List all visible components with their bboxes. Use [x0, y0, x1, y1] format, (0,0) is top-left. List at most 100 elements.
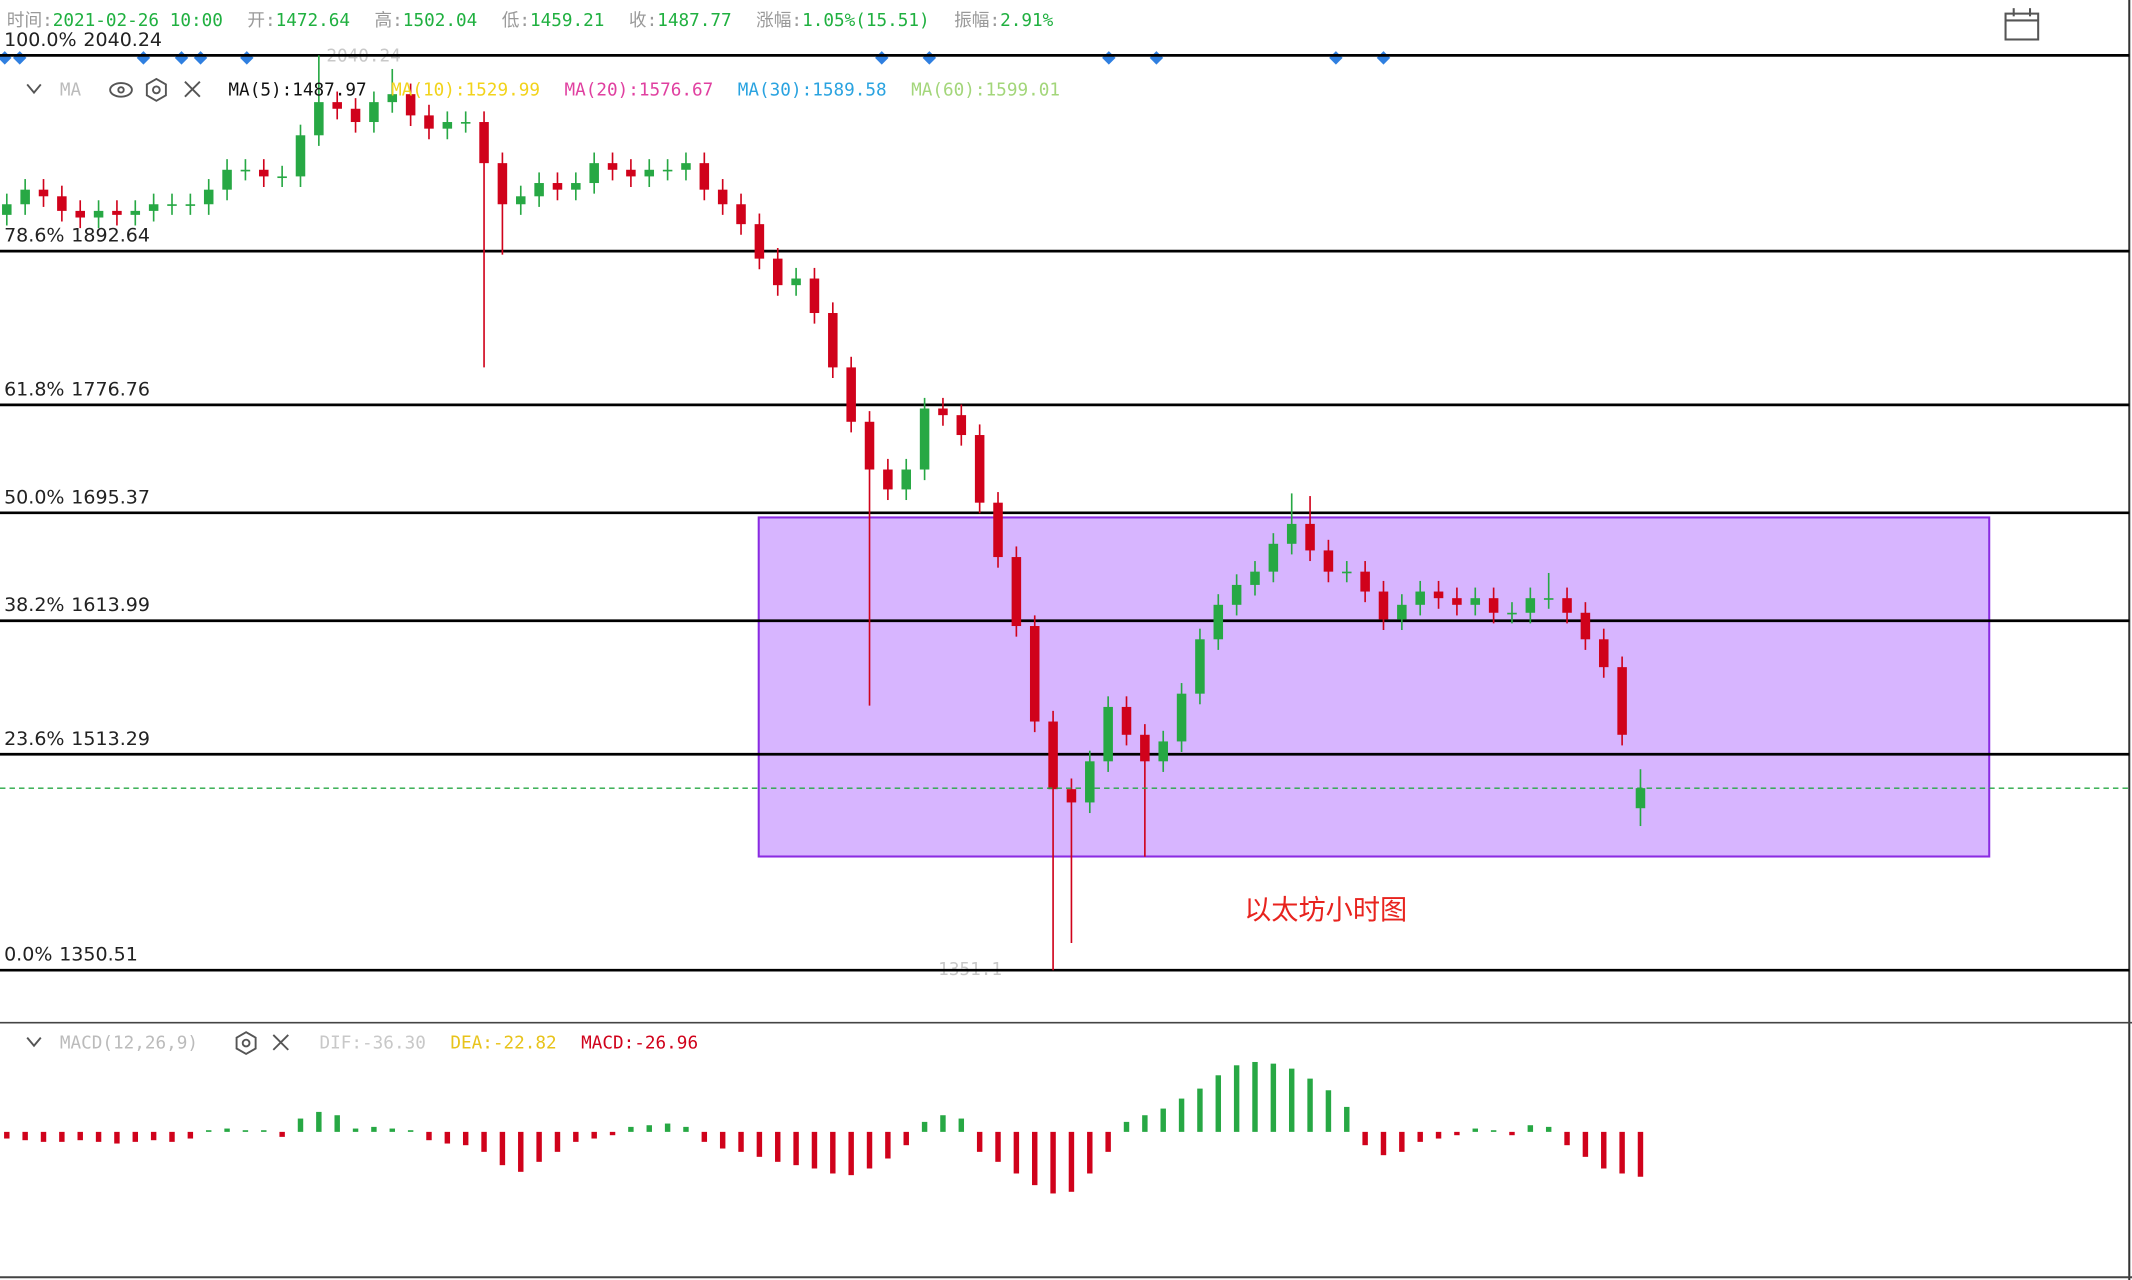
header-readout: 时间:2021-02-26 10:00 开:1472.64 高:1502.04 低:1…: [7, 10, 1054, 31]
fib-ratio: 0.0%: [4, 944, 52, 966]
fib-label: 50.0% 1695.37: [4, 486, 150, 508]
ma-toolbar[interactable]: [26, 77, 201, 102]
candle-body: [828, 313, 838, 368]
candle-body: [1231, 584, 1242, 605]
header-label: 开:: [247, 11, 275, 31]
macd-bar: [1564, 1131, 1570, 1146]
header-value: 1502.04: [403, 11, 477, 31]
macd-bar: [279, 1131, 285, 1137]
fib-price: 1513.29: [71, 728, 150, 750]
settings-center[interactable]: [241, 1038, 251, 1048]
candle-body: [552, 183, 563, 190]
macd-title: MACD(12,26,9): [60, 1033, 198, 1053]
fib-label: 78.6% 1892.64: [4, 225, 150, 247]
macd-bar: [1270, 1063, 1277, 1132]
ma-value: 1529.99: [466, 80, 540, 100]
header-value: 1.05%(15.51): [802, 11, 930, 31]
macd-bar: [1197, 1088, 1203, 1132]
macd-bar: [169, 1131, 175, 1142]
candle-body: [1360, 571, 1370, 592]
header-label: 低:: [502, 10, 530, 31]
header-label: 振幅:: [954, 10, 1000, 31]
macd-bar: [756, 1131, 763, 1157]
macd-bar: [1545, 1126, 1552, 1132]
candle-body: [1158, 741, 1168, 762]
candle-body: [754, 224, 765, 259]
fib-label: 38.2% 1613.99: [4, 594, 150, 616]
collapse-icon[interactable]: [26, 1037, 42, 1048]
macd-bar: [1601, 1131, 1607, 1169]
candle-body: [1176, 693, 1187, 742]
macd-bar: [1454, 1131, 1460, 1136]
macd-readout-name: DEA:: [450, 1033, 493, 1053]
candle-body: [1635, 788, 1646, 809]
header-label: 收:: [629, 10, 657, 31]
ma-name: MA(20):: [564, 80, 638, 100]
candle-body: [185, 204, 196, 206]
eye-icon[interactable]: [109, 82, 133, 98]
candle-body: [460, 122, 471, 124]
candle-body: [699, 163, 710, 190]
collapse-icon[interactable]: [26, 83, 42, 95]
calendar-frame[interactable]: [2004, 12, 2040, 41]
settings-icon[interactable]: [145, 77, 167, 102]
settings-center[interactable]: [152, 85, 161, 95]
macd-bar: [1325, 1090, 1332, 1132]
ma-legend: MA: [60, 80, 82, 100]
macd-bar: [1105, 1131, 1111, 1152]
macd-bar: [628, 1126, 634, 1132]
candle-body: [1103, 706, 1113, 762]
fib-price: 2040.24: [83, 29, 162, 51]
macd-bar: [646, 1125, 652, 1132]
eye-pupil[interactable]: [117, 86, 125, 94]
candle-body: [1452, 598, 1462, 605]
candle-body: [571, 183, 581, 190]
fib-ratio: 38.2%: [4, 594, 64, 616]
candle-body: [607, 163, 618, 170]
close-icon[interactable]: [184, 81, 201, 98]
candle-body: [57, 196, 67, 211]
macd-bar: [958, 1118, 965, 1132]
candle-body: [626, 169, 636, 177]
macd-bar: [1307, 1078, 1313, 1132]
close-icon[interactable]: [272, 1034, 289, 1051]
macd-toolbar[interactable]: [26, 1031, 289, 1056]
candle-body: [38, 189, 49, 197]
calendar-icon[interactable]: [2004, 8, 2040, 41]
macd-readout: DIF:-36.30: [320, 1033, 426, 1053]
macd-bar: [1490, 1130, 1497, 1132]
candle-body: [1599, 639, 1609, 668]
macd-bar: [1215, 1075, 1222, 1132]
macd-bar: [775, 1131, 781, 1162]
candle-body: [1525, 598, 1536, 613]
macd-bar: [1527, 1125, 1534, 1132]
ma-name: MA(5):: [228, 80, 292, 100]
header-label: 时间:: [7, 10, 53, 31]
range-box: [757, 516, 1991, 858]
fib-price: 1776.76: [71, 378, 150, 400]
fib-label: 0.0% 1350.51: [4, 944, 138, 966]
candle-body: [993, 502, 1003, 558]
candle-body: [479, 122, 489, 164]
candle-body: [974, 435, 985, 503]
macd-bar: [316, 1111, 322, 1132]
candle-body: [112, 210, 122, 215]
macd-readout-value: -22.82: [493, 1033, 557, 1053]
macd-bar: [701, 1131, 708, 1142]
macd-bar: [132, 1131, 139, 1142]
ma-indicator-name: MA: [60, 80, 82, 100]
candle-body: [332, 102, 342, 109]
candle-body: [791, 278, 801, 286]
macd-bar: [1472, 1128, 1478, 1132]
candle-body: [130, 210, 141, 215]
macd-bar: [609, 1131, 616, 1136]
ma-legend-item: MA(60):1599.01: [911, 80, 1060, 100]
macd-bar: [1344, 1106, 1350, 1132]
macd-bar: [1582, 1131, 1589, 1157]
macd-bar: [830, 1131, 836, 1174]
macd-bar: [1619, 1131, 1625, 1174]
candle-body: [1048, 721, 1058, 790]
settings-icon[interactable]: [235, 1031, 257, 1056]
